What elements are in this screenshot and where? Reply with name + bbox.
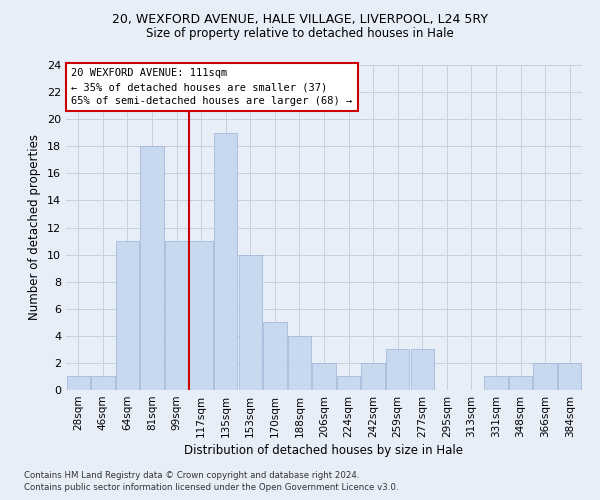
Text: Size of property relative to detached houses in Hale: Size of property relative to detached ho…	[146, 28, 454, 40]
Bar	[165, 241, 188, 390]
Bar	[386, 350, 409, 390]
Bar	[337, 376, 360, 390]
Text: 20, WEXFORD AVENUE, HALE VILLAGE, LIVERPOOL, L24 5RY: 20, WEXFORD AVENUE, HALE VILLAGE, LIVERP…	[112, 12, 488, 26]
Bar	[116, 241, 139, 390]
Bar	[509, 376, 532, 390]
Bar	[214, 132, 238, 390]
Text: Contains public sector information licensed under the Open Government Licence v3: Contains public sector information licen…	[24, 484, 398, 492]
Bar	[91, 376, 115, 390]
Bar	[410, 350, 434, 390]
Bar	[361, 363, 385, 390]
Bar	[533, 363, 557, 390]
Bar	[67, 376, 90, 390]
Bar	[484, 376, 508, 390]
Y-axis label: Number of detached properties: Number of detached properties	[28, 134, 41, 320]
Bar	[263, 322, 287, 390]
X-axis label: Distribution of detached houses by size in Hale: Distribution of detached houses by size …	[185, 444, 464, 457]
Text: 20 WEXFORD AVENUE: 111sqm
← 35% of detached houses are smaller (37)
65% of semi-: 20 WEXFORD AVENUE: 111sqm ← 35% of detac…	[71, 68, 352, 106]
Bar	[313, 363, 335, 390]
Bar	[288, 336, 311, 390]
Text: Contains HM Land Registry data © Crown copyright and database right 2024.: Contains HM Land Registry data © Crown c…	[24, 471, 359, 480]
Bar	[239, 254, 262, 390]
Bar	[558, 363, 581, 390]
Bar	[190, 241, 213, 390]
Bar	[140, 146, 164, 390]
